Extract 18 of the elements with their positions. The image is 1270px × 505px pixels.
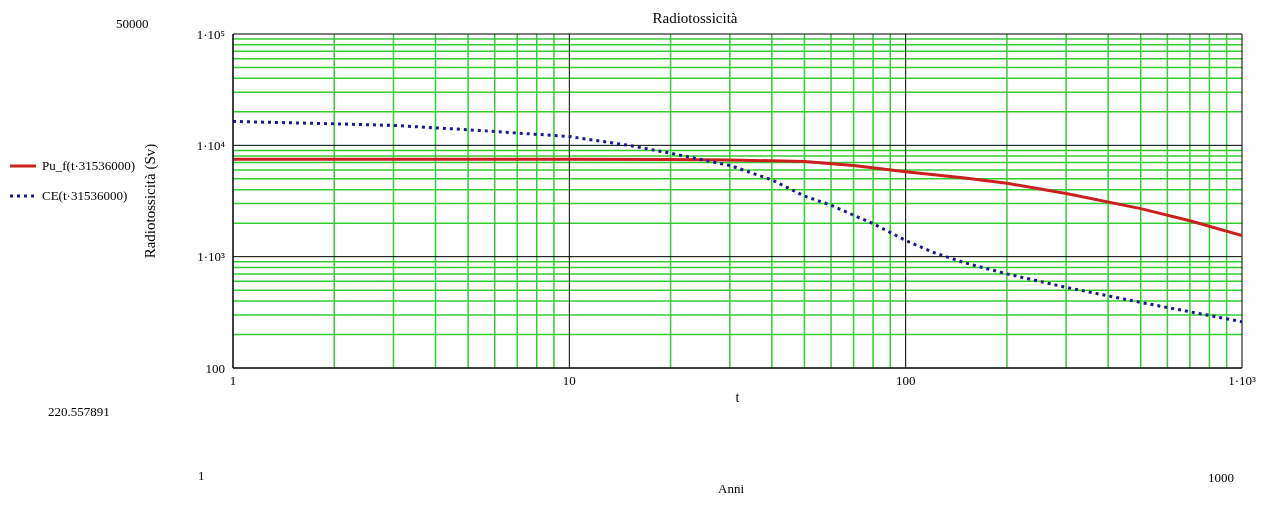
text: Anni [718, 481, 744, 497]
x-axis-title: t [735, 390, 740, 405]
y-tick-label: 1·10⁵ [196, 26, 225, 42]
x-tick-label: 100 [895, 373, 916, 389]
x-tick-label: 10 [562, 373, 576, 389]
x-tick-label: 1 [229, 373, 237, 389]
legend-label: Pu_f(t·31536000) [42, 158, 136, 174]
text: 1000 [1208, 470, 1234, 486]
y-tick-label: 100 [205, 360, 225, 376]
legend-label: CE(t·31536000) [42, 188, 128, 204]
x-tick-label: 1·10³ [1228, 373, 1256, 389]
text: 1 [198, 468, 205, 484]
y-tick-label: 1·10³ [197, 249, 226, 265]
text: 50000 [116, 16, 149, 32]
y-tick-label: 1·10⁴ [196, 137, 226, 153]
y-axis-title: Radiotossicità (Sv) [142, 143, 160, 259]
chart-title: Radiotossicità [651, 10, 739, 27]
text: 220.557891 [48, 404, 110, 420]
